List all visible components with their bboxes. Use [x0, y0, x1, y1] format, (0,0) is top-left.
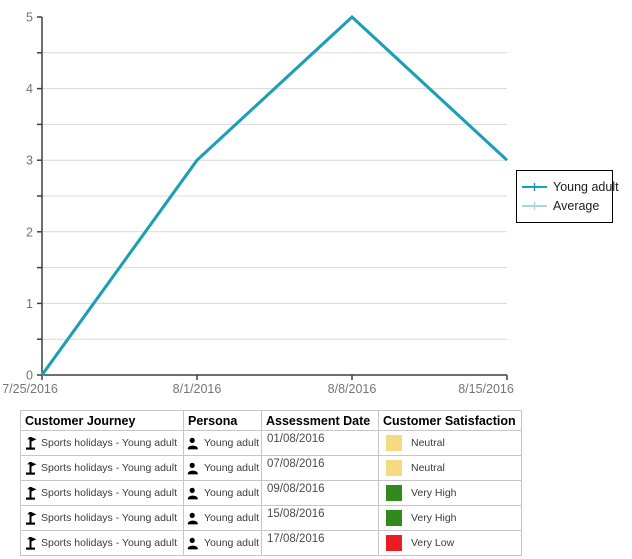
header-customer-satisfaction: Customer Satisfaction [378, 410, 522, 431]
satisfaction-color-swatch [386, 460, 402, 476]
assessment-date: 01/08/2016 [261, 430, 379, 456]
journey-flag-icon [24, 436, 37, 450]
y-axis-label: 0 [26, 369, 33, 383]
journey-label: Sports holidays - Young adult [41, 437, 178, 449]
journey-label: Sports holidays - Young adult [41, 537, 178, 549]
table-row[interactable]: Sports holidays - Young adult Young adul… [20, 505, 522, 531]
journey-flag-icon [24, 536, 37, 550]
x-axis-label: 8/15/2016 [458, 382, 514, 396]
persona-label: Young adult [204, 437, 260, 449]
y-axis-label: 3 [26, 154, 33, 168]
satisfaction-label: Neutral [411, 462, 445, 474]
header-assessment-date: Assessment Date [261, 410, 379, 431]
satisfaction-label: Very Low [411, 537, 455, 549]
persona-user-icon [187, 437, 200, 450]
persona-label: Young adult [204, 462, 260, 474]
x-axis-label: 8/8/2016 [328, 382, 377, 396]
persona-label: Young adult [204, 537, 260, 549]
persona-user-icon [187, 487, 200, 500]
legend-line-sample [522, 183, 547, 191]
table-row[interactable]: Sports holidays - Young adult Young adul… [20, 430, 522, 456]
persona-user-icon [187, 512, 200, 525]
satisfaction-label: Very High [411, 512, 457, 524]
chart-legend: Young adult Average [516, 170, 619, 223]
header-customer-journey: Customer Journey [20, 410, 184, 431]
series-line-young-adult [40, 14, 509, 376]
y-axis-label: 2 [26, 225, 33, 239]
satisfaction-color-swatch [386, 435, 402, 451]
persona-user-icon [187, 462, 200, 475]
table-header-row: Customer Journey Persona Assessment Date… [20, 410, 522, 431]
assessment-date: 17/08/2016 [261, 530, 379, 556]
satisfaction-color-swatch [386, 485, 402, 501]
legend-item-young-adult[interactable]: Young adult [522, 180, 619, 194]
table-row[interactable]: Sports holidays - Young adult Young adul… [20, 480, 522, 506]
journey-label: Sports holidays - Young adult [41, 462, 178, 474]
header-persona: Persona [183, 410, 262, 431]
legend-line-sample [522, 202, 547, 210]
assessment-date: 07/08/2016 [261, 455, 379, 481]
satisfaction-color-swatch [386, 535, 402, 551]
journey-flag-icon [24, 486, 37, 500]
legend-item-average[interactable]: Average [522, 199, 612, 213]
journey-label: Sports holidays - Young adult [41, 512, 178, 524]
persona-label: Young adult [204, 512, 260, 524]
satisfaction-label: Neutral [411, 437, 445, 449]
journey-flag-icon [24, 511, 37, 525]
legend-item-label: Average [553, 199, 600, 213]
y-axis-label: 4 [26, 82, 33, 96]
journey-flag-icon [24, 461, 37, 475]
satisfaction-color-swatch [386, 510, 402, 526]
satisfaction-line-chart: 0 1 2 3 4 5 7/25/2016 8/1/2016 8/8/2016 8/15/2016 [2, 11, 514, 397]
persona-label: Young adult [204, 487, 260, 499]
table-row[interactable]: Sports holidays - Young adult Young adul… [20, 455, 522, 481]
y-axis-label: 1 [26, 297, 33, 311]
assessment-date: 09/08/2016 [261, 480, 379, 506]
table-row[interactable]: Sports holidays - Young adult Young adul… [20, 530, 522, 556]
persona-user-icon [187, 537, 200, 550]
assessment-table: Customer Journey Persona Assessment Date… [20, 410, 522, 556]
satisfaction-label: Very High [411, 487, 457, 499]
x-axis-label: 7/25/2016 [2, 382, 58, 396]
assessment-date: 15/08/2016 [261, 505, 379, 531]
legend-item-label: Young adult [553, 180, 619, 194]
journey-label: Sports holidays - Young adult [41, 487, 178, 499]
y-axis-label: 5 [26, 11, 33, 25]
x-axis-label: 8/1/2016 [173, 382, 222, 396]
